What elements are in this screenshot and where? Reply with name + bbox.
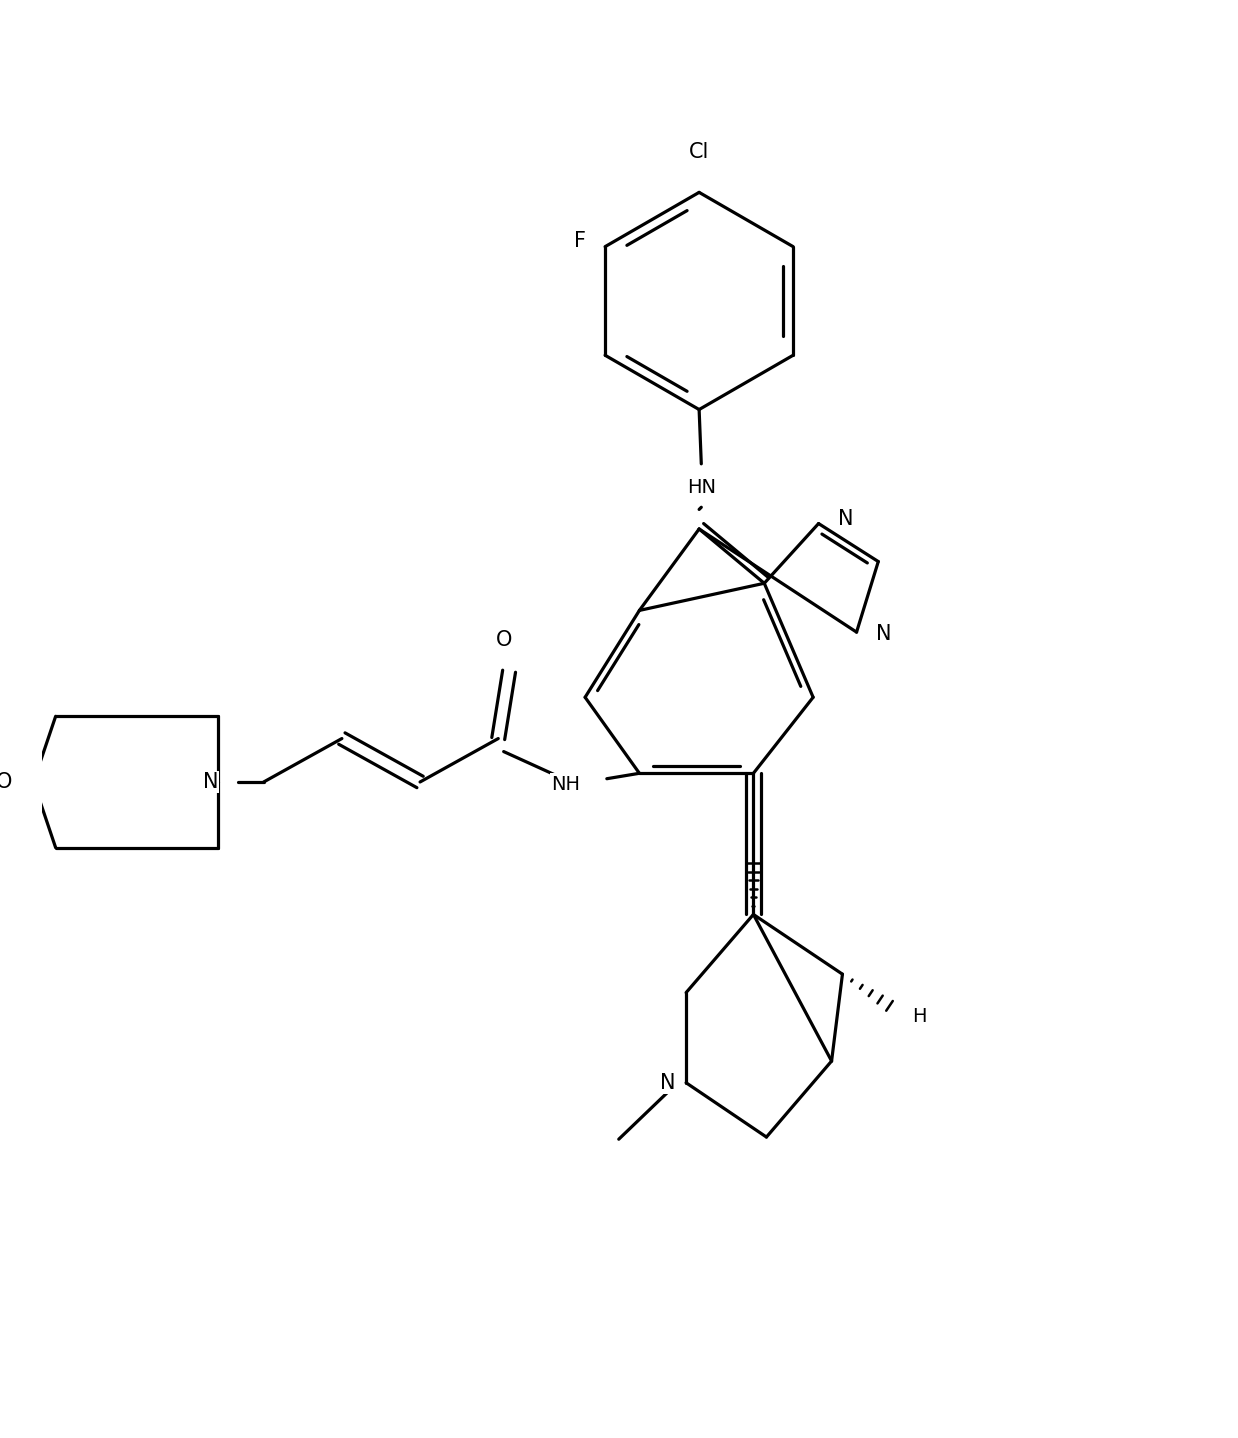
Text: HN: HN bbox=[687, 479, 716, 498]
Text: N: N bbox=[203, 772, 218, 792]
Text: Cl: Cl bbox=[688, 142, 709, 162]
Text: O: O bbox=[0, 772, 12, 792]
Text: H: H bbox=[912, 1007, 926, 1027]
Text: N: N bbox=[660, 1073, 675, 1093]
Text: O: O bbox=[495, 630, 511, 650]
Text: N: N bbox=[838, 509, 854, 529]
Text: F: F bbox=[573, 232, 586, 252]
Text: NH: NH bbox=[551, 775, 579, 794]
Text: N: N bbox=[877, 624, 891, 644]
